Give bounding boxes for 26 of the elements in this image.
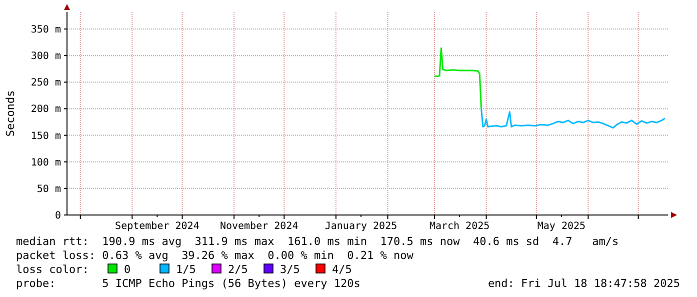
- y-tick-label: 100 m: [30, 157, 61, 168]
- text: probe: 5 ICMP Echo Pings (56 Bytes) every 120s: [16, 277, 360, 290]
- legend-title: loss color:: [16, 263, 89, 276]
- legend-label: 0: [124, 263, 131, 276]
- x-tick-label: January 2025: [324, 221, 398, 232]
- legend-label: 2/5: [228, 263, 248, 276]
- x-tick-label: May 2025: [537, 221, 586, 232]
- y-tick-label: 200 m: [30, 104, 61, 116]
- x-tick-label: September 2024: [115, 221, 200, 232]
- line-series: [434, 47, 482, 110]
- y-tick-label: 300 m: [30, 51, 61, 62]
- text: end: Fri Jul 18 18:47:58 2025: [488, 277, 680, 290]
- legend-label: 1/5: [176, 263, 196, 276]
- y-axis-title: Seconds: [4, 90, 17, 137]
- x-tick-label: November 2024: [220, 221, 298, 232]
- text: packet loss: 0.63 % avg 39.26 % max 0.00 % min 0.21 % now: [16, 249, 414, 262]
- y-tick-label: 0: [54, 210, 61, 222]
- line-series: [480, 108, 666, 129]
- legend-label: 4/5: [332, 263, 352, 276]
- x-tick-label: March 2025: [429, 221, 490, 232]
- text: median rtt: 190.9 ms avg 311.9 ms max 161.0 ms min 170.5 ms now 40.6 ms sd 4.7 am/s: [16, 235, 619, 248]
- legend-label: 3/5: [280, 263, 300, 276]
- y-tick-label: 350 m: [30, 24, 61, 36]
- y-tick-label: 250 m: [30, 78, 61, 89]
- y-tick-label: 50 m: [36, 184, 61, 195]
- y-tick-label: 150 m: [30, 130, 61, 142]
